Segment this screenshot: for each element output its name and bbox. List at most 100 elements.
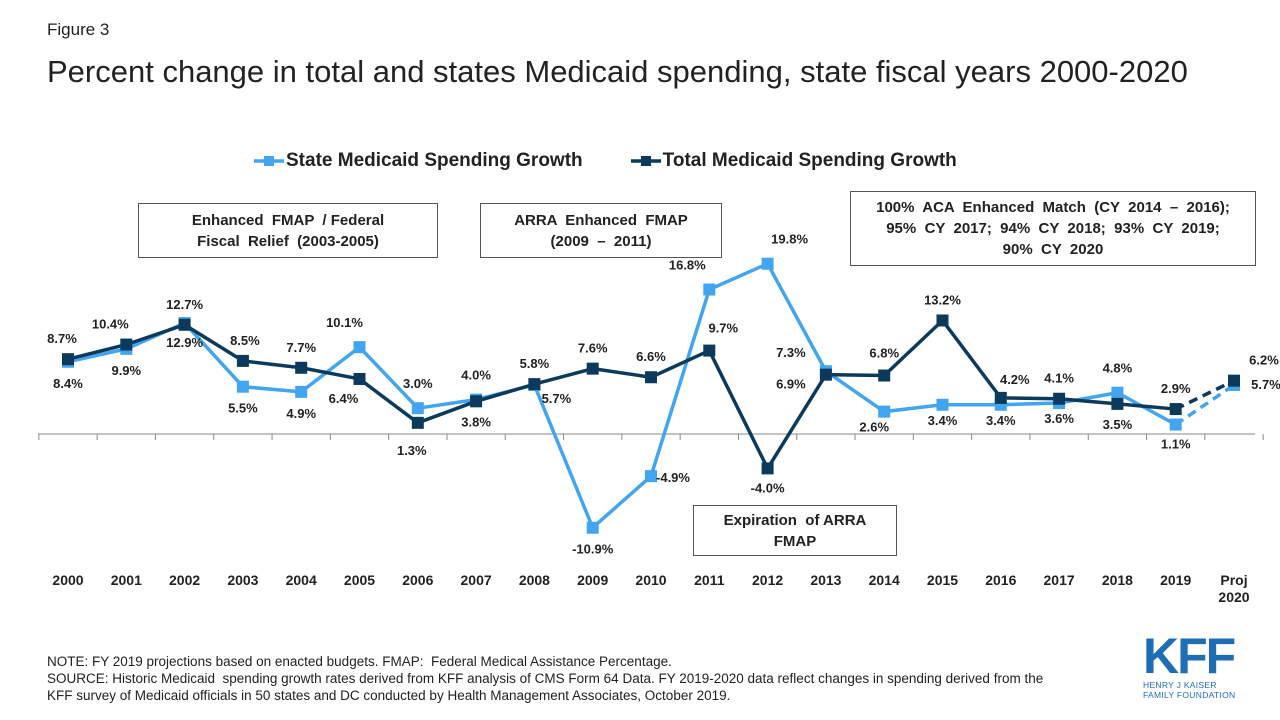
series-line-total: [67, 318, 1176, 471]
data-point-total: [645, 371, 657, 384]
data-label-state: 3.0%: [403, 376, 433, 391]
data-point-total: [295, 361, 308, 374]
series-projection-line-state: [1174, 383, 1235, 426]
callout-aca-line1: 100% ACA Enhanced Match (CY 2014 – 2016)…: [876, 199, 1230, 216]
x-tick-label: Proj 2020: [1218, 572, 1249, 605]
data-label-state: 4.0%: [461, 368, 491, 383]
x-tick-label: 2017: [1044, 572, 1075, 588]
data-label-state: 12.9%: [166, 335, 203, 350]
data-point-total: [1169, 403, 1182, 416]
data-label-total: 7.6%: [578, 341, 608, 356]
data-label-state: 16.8%: [669, 258, 706, 273]
data-label-total: 6.4%: [329, 391, 359, 406]
data-point-total: [236, 354, 249, 367]
data-point-total: [353, 372, 366, 385]
callout-arra-line2: (2009 – 2011): [550, 232, 652, 250]
callout-aca-line3: 90% CY 2020: [1002, 241, 1104, 258]
data-point-state: [703, 283, 716, 296]
kff-logo-sub2: FAMILY FOUNDATION: [1143, 690, 1236, 700]
legend-item-total: Total Medicaid Spending Growth: [630, 150, 957, 172]
kff-logo: KFF HENRY J KAISER FAMILY FOUNDATION: [1143, 628, 1238, 700]
callout-fmap-line1: Enhanced FMAP / Federal: [191, 211, 385, 229]
data-point-state: [586, 521, 599, 534]
figure-label: Figure 3: [47, 20, 110, 39]
data-label-state: 3.4%: [928, 413, 958, 428]
x-tick-label: 2003: [227, 572, 258, 588]
data-point-total: [120, 338, 133, 351]
callout-exp-line2: FMAP: [773, 532, 817, 550]
x-tick-label: 2007: [461, 572, 492, 588]
data-point-total: [703, 344, 716, 357]
data-label-state: 2.6%: [859, 420, 889, 435]
legend-total-label: Total Medicaid Spending Growth: [662, 150, 957, 171]
data-label-total: 8.7%: [47, 331, 77, 346]
data-point-total: [178, 318, 191, 331]
callout-enhanced-fmap: Enhanced FMAP / Federal Fiscal Relief (2…: [138, 203, 438, 258]
data-point-state: [645, 470, 657, 483]
x-tick-label: 2015: [927, 572, 958, 588]
x-tick-label: 2002: [169, 572, 200, 588]
data-point-total: [761, 462, 774, 475]
data-point-state: [411, 402, 424, 415]
callout-arra-enhanced-fmap: ARRA Enhanced FMAP (2009 – 2011): [480, 203, 722, 258]
data-point-state: [936, 398, 949, 411]
x-tick-label: 2004: [286, 572, 317, 588]
data-point-total: [819, 368, 832, 381]
legend-state-marker-icon: [254, 156, 284, 166]
data-point-total: [994, 391, 1007, 404]
data-label-state: 3.4%: [986, 413, 1016, 428]
x-tick-label: 2016: [985, 572, 1016, 588]
data-label-total: 3.5%: [1103, 417, 1133, 432]
source-line-2: KFF survey of Medicaid officials in 50 s…: [47, 688, 731, 703]
data-label-state: 5.7%: [1251, 377, 1280, 392]
x-tick-label: 2009: [577, 572, 608, 588]
data-point-total: [1053, 392, 1066, 405]
x-tick-label: 2013: [810, 572, 841, 588]
data-label-total: 4.1%: [1044, 371, 1074, 386]
legend-total-marker-icon: [630, 156, 661, 166]
data-label-total: 6.8%: [869, 346, 899, 361]
x-tick-label: 2006: [402, 572, 433, 588]
x-tick-label: 2012: [752, 572, 783, 588]
callout-expiration-arra: Expiration of ARRA FMAP: [693, 505, 897, 556]
data-label-total: -4.0%: [751, 480, 785, 495]
source-line-1: SOURCE: Historic Medicaid spending growt…: [47, 671, 1044, 686]
callout-exp-line1: Expiration of ARRA: [723, 511, 867, 529]
data-label-total: 10.4%: [92, 317, 129, 332]
x-tick-label: 2000: [52, 572, 83, 588]
data-label-total: 6.9%: [776, 377, 806, 392]
x-tick-label: 2019: [1160, 572, 1191, 588]
data-label-state: -10.9%: [572, 542, 614, 557]
data-label-state: 8.4%: [53, 376, 83, 391]
callout-aca-line2: 95% CY 2017; 94% CY 2018; 93% CY 2019;: [886, 220, 1220, 237]
data-point-total: [936, 314, 949, 327]
data-label-total: 13.2%: [924, 292, 961, 307]
data-point-total: [411, 416, 424, 429]
data-label-total: 4.2%: [1000, 372, 1030, 387]
series-projection-line-total: [1174, 379, 1235, 411]
data-point-total: [878, 369, 891, 382]
note-line-1: NOTE: FY 2019 projections based on enact…: [47, 654, 672, 669]
data-point-total: [1111, 397, 1124, 410]
chart-title: Percent change in total and states Medic…: [47, 54, 1188, 89]
data-label-total: 7.7%: [286, 340, 316, 355]
x-tick-label: 2014: [869, 572, 900, 588]
data-point-state: [236, 380, 249, 393]
data-label-total: 12.7%: [166, 297, 203, 312]
data-point-state: [295, 385, 308, 398]
data-label-state: 1.1%: [1161, 437, 1191, 452]
data-label-state: 5.5%: [228, 401, 258, 416]
data-label-total: 6.6%: [636, 349, 666, 364]
x-tick-label: 2018: [1102, 572, 1133, 588]
kff-logo-text: KFF: [1143, 628, 1236, 684]
data-label-state: 5.7%: [542, 391, 572, 406]
data-label-total: 3.8%: [461, 414, 491, 429]
data-point-state: [761, 257, 774, 270]
x-tick-label: 2011: [694, 572, 725, 588]
x-tick-label: 2010: [635, 572, 666, 588]
data-label-total: 6.2%: [1249, 353, 1279, 368]
data-point-total: [62, 353, 74, 366]
data-label-state: 9.9%: [111, 363, 141, 378]
data-point-total: [470, 395, 483, 408]
data-label-total: 9.7%: [708, 321, 738, 336]
